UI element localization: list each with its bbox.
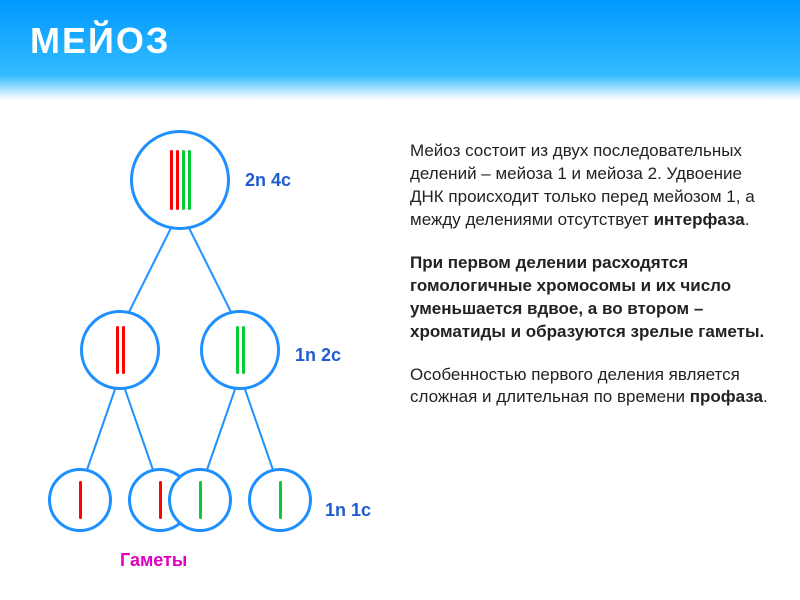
paragraph-2: При первом делении расходятся гомологичн… — [410, 252, 770, 344]
chromosome-strand — [279, 481, 282, 519]
content: 2n 4c 1n 2c 1n 1c Гаметы Мейоз состоит из д… — [0, 100, 800, 600]
chromosome-strand — [242, 326, 245, 374]
chromosome-strand — [122, 326, 125, 374]
chromosome-strand — [176, 150, 179, 210]
chromosome-strand — [79, 481, 82, 519]
text-panel: Мейоз состоит из двух последовательных д… — [400, 100, 800, 600]
cell-bot-4 — [248, 468, 312, 532]
header: МЕЙОЗ — [0, 0, 800, 100]
diagram-label-gametes: Гаметы — [120, 550, 187, 571]
paragraph-1: Мейоз состоит из двух последовательных д… — [410, 140, 770, 232]
p1-post: . — [745, 210, 750, 229]
p3-bold: профаза — [690, 387, 763, 406]
cell-mid-r — [200, 310, 280, 390]
cell-top — [130, 130, 230, 230]
chromosome-strand — [236, 326, 239, 374]
diagram-label-2n4c: 2n 4c — [245, 170, 291, 191]
meiosis-diagram: 2n 4c 1n 2c 1n 1c Гаметы — [0, 100, 400, 600]
chromosome-strand — [116, 326, 119, 374]
cell-bot-1 — [48, 468, 112, 532]
page-title: МЕЙОЗ — [30, 20, 770, 62]
cell-bot-3 — [168, 468, 232, 532]
diagram-label-1n2c: 1n 2c — [295, 345, 341, 366]
chromosome-strand — [170, 150, 173, 210]
cell-mid-l — [80, 310, 160, 390]
p1-bold: интерфаза — [654, 210, 745, 229]
p2-text: При первом делении расходятся гомологичн… — [410, 253, 764, 341]
p3-post: . — [763, 387, 768, 406]
chromosome-strand — [188, 150, 191, 210]
paragraph-3: Особенностью первого деления является сл… — [410, 364, 770, 410]
chromosome-strand — [159, 481, 162, 519]
chromosome-strand — [199, 481, 202, 519]
diagram-label-1n1c: 1n 1c — [325, 500, 371, 521]
chromosome-strand — [182, 150, 185, 210]
